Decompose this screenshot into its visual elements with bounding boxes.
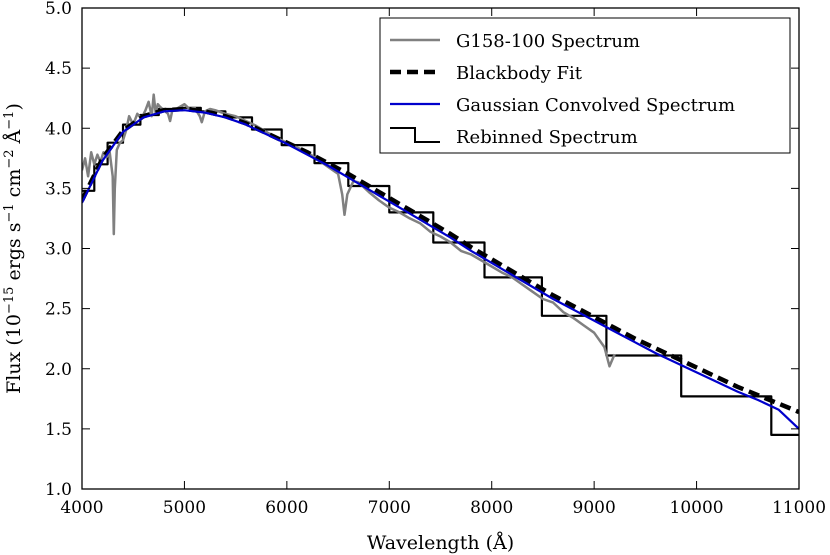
- series-blackbody-fit: [82, 106, 799, 415]
- y-tick-label: 2.5: [45, 300, 72, 320]
- y-tick-label: 1.5: [45, 420, 72, 440]
- legend-label-convolved: Gaussian Convolved Spectrum: [456, 95, 735, 116]
- x-tick-label: 5000: [163, 498, 206, 518]
- y-tick-label: 4.5: [45, 59, 72, 79]
- y-tick-label: 2.0: [45, 360, 72, 380]
- y-tick-label: 1.0: [45, 480, 72, 500]
- series-gaussian-convolved: [82, 109, 799, 430]
- x-tick-label: 10000: [670, 498, 724, 518]
- x-tick-label: 11000: [772, 498, 826, 518]
- x-axis-label: Wavelength (Å): [367, 532, 514, 554]
- y-tick-label: 3.5: [45, 179, 72, 199]
- series-g158-spectrum: [82, 93, 616, 368]
- x-tick-label: 6000: [265, 498, 308, 518]
- x-tick-label: 7000: [368, 498, 411, 518]
- y-tick-label: 5.0: [45, 0, 72, 19]
- legend-label-blackbody: Blackbody Fit: [456, 63, 583, 84]
- legend-label-spectrum: G158-100 Spectrum: [456, 31, 640, 52]
- ticks-layer: 4000 5000 6000 7000 8000 9000 10000 11000 1.0 1.5…: [45, 0, 826, 518]
- legend-box: [379, 17, 791, 154]
- y-tick-label: 4.0: [45, 119, 72, 139]
- series-rebinned-spectrum: [82, 106, 799, 436]
- x-tick-label: 8000: [470, 498, 513, 518]
- x-tick-label: 4000: [60, 498, 103, 518]
- y-axis-label: Flux (10−15 ergs s−1 cm−2 Å−1): [2, 103, 25, 394]
- series-layer: [82, 93, 799, 436]
- legend-swatch-rebinned: [390, 127, 440, 143]
- x-tick-label: 9000: [573, 498, 616, 518]
- legend: G158-100 Spectrum Blackbody Fit Gaussian…: [379, 17, 791, 154]
- legend-label-rebinned: Rebinned Spectrum: [456, 127, 638, 148]
- y-tick-label: 3.0: [45, 240, 72, 260]
